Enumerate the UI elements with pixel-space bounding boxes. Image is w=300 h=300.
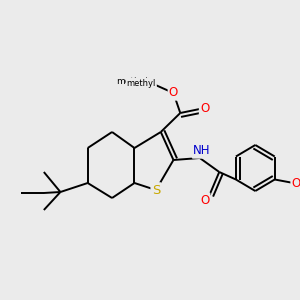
Text: O: O xyxy=(169,86,178,100)
Text: O: O xyxy=(200,194,209,206)
Text: NH: NH xyxy=(193,145,211,158)
Text: O: O xyxy=(200,101,209,115)
Text: O: O xyxy=(141,76,150,89)
Text: methyl: methyl xyxy=(116,76,147,85)
Text: S: S xyxy=(152,184,160,196)
Text: methyl: methyl xyxy=(127,79,156,88)
Text: O: O xyxy=(292,177,300,190)
